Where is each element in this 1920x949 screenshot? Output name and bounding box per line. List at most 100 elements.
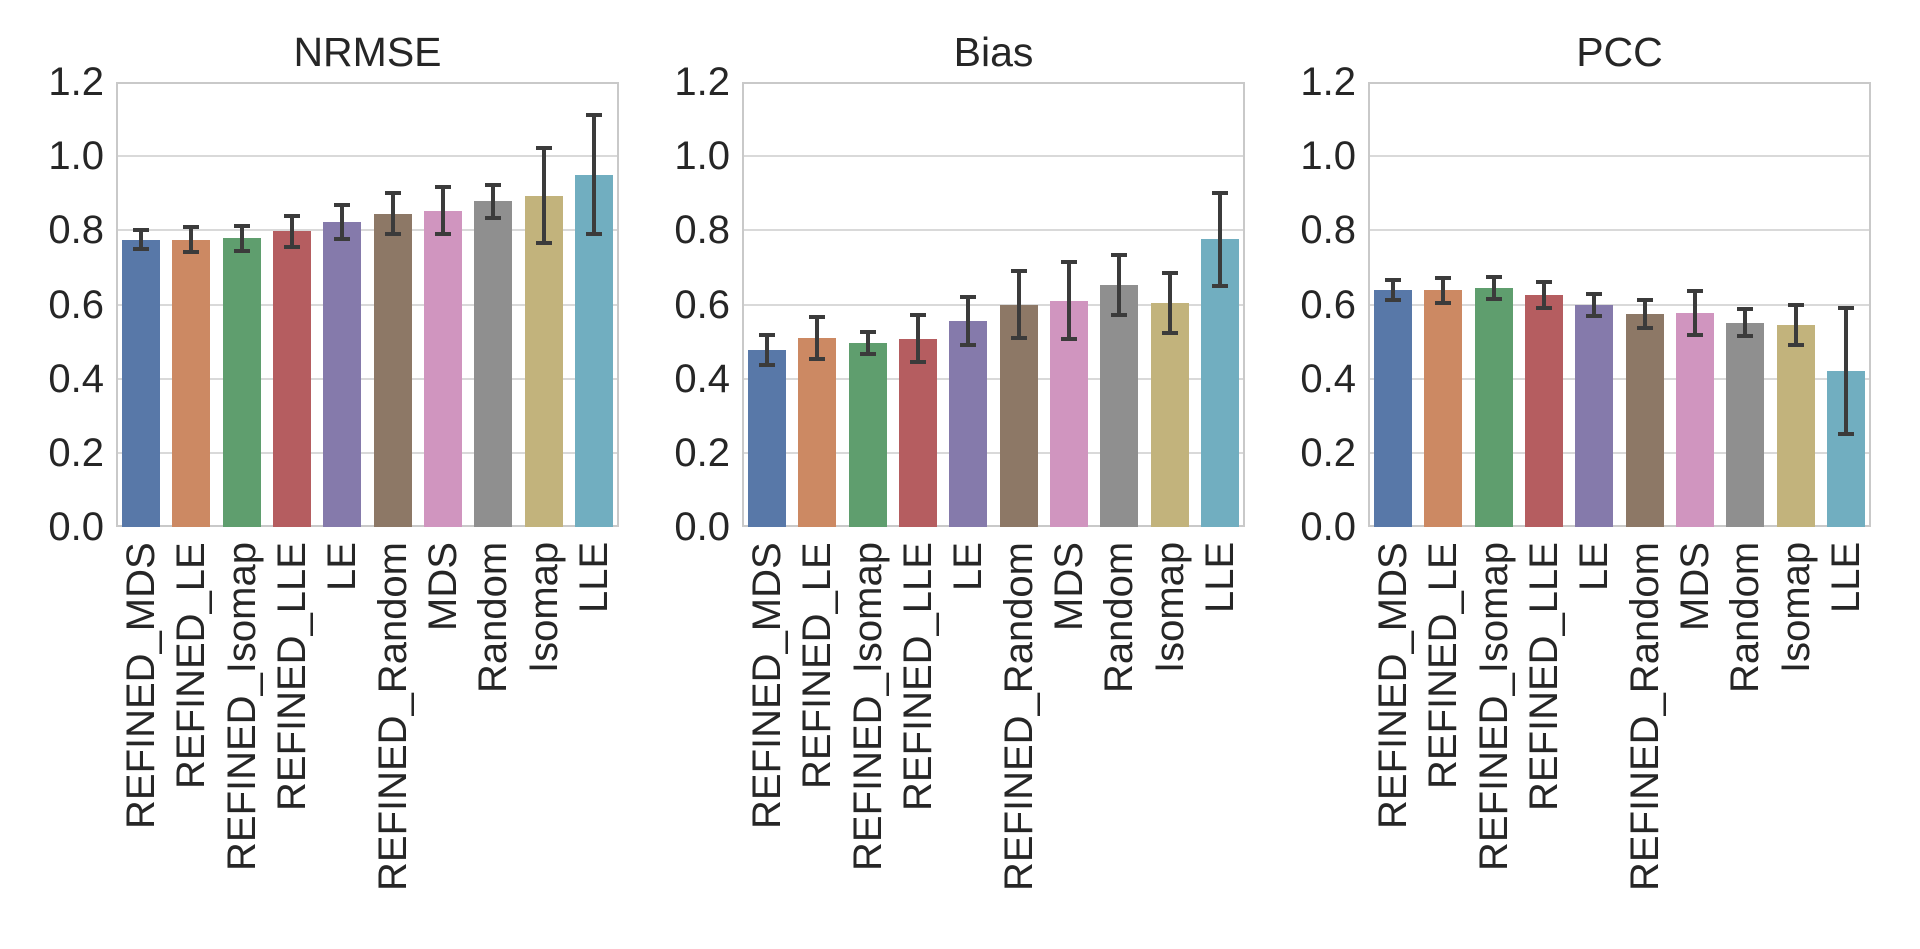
- bar-pcc-refined_mds: [1374, 289, 1413, 527]
- x-tick-label-pcc-mds: MDS: [1672, 542, 1717, 631]
- error-cap-top-pcc-refined_random: [1636, 298, 1653, 303]
- bar-bias-refined_random: [999, 304, 1038, 527]
- y-tick-label-pcc-0.6: 0.6: [1300, 282, 1356, 327]
- y-tick-label-bias-1.0: 1.0: [674, 134, 730, 179]
- x-tick-label-pcc-refined_mds: REFINED_MDS: [1371, 542, 1416, 829]
- y-tick-label-nrmse-0.0: 0.0: [48, 505, 104, 549]
- bar-pcc-isomap: [1776, 324, 1815, 527]
- bar-nrmse-refined_isomap: [222, 238, 261, 527]
- x-tick-label-bias-refined_isomap: REFINED_Isomap: [845, 542, 890, 871]
- bar-pcc-random: [1726, 322, 1765, 527]
- error-cap-top-pcc-mds: [1686, 288, 1703, 293]
- error-cap-bottom-pcc-refined_random: [1636, 326, 1653, 331]
- x-tick-label-nrmse-refined_mds: REFINED_MDS: [119, 542, 164, 829]
- gridline-nrmse-0.6: [118, 303, 617, 306]
- error-bar-pcc-refined_random: [1642, 300, 1647, 329]
- bar-nrmse-refined_le: [172, 239, 211, 527]
- bar-bias-random: [1100, 284, 1139, 527]
- x-tick-label-bias-refined_mds: REFINED_MDS: [745, 542, 790, 829]
- x-tick-label-bias-lle: LLE: [1197, 541, 1242, 613]
- x-tick-label-pcc-refined_le: REFINED_LE: [1421, 542, 1466, 789]
- error-cap-bottom-pcc-random: [1737, 334, 1754, 339]
- gridline-nrmse-0.8: [118, 229, 617, 232]
- gridline-pcc-0.2: [1370, 451, 1869, 454]
- error-cap-top-bias-isomap: [1161, 270, 1178, 275]
- bar-nrmse-refined_lle: [273, 231, 312, 527]
- y-tick-label-pcc-0.0: 0.0: [1300, 505, 1356, 549]
- x-tick-label-bias-le: LE: [946, 542, 991, 591]
- x-tick-label-nrmse-refined_le: REFINED_LE: [169, 542, 214, 789]
- bar-pcc-refined_random: [1625, 314, 1664, 527]
- y-tick-label-bias-0.0: 0.0: [674, 505, 730, 549]
- error-cap-bottom-bias-refined_le: [809, 356, 826, 361]
- x-tick-label-bias-isomap: Isomap: [1147, 541, 1192, 673]
- error-bar-bias-refined_isomap: [865, 331, 870, 354]
- error-cap-top-pcc-refined_isomap: [1485, 275, 1502, 280]
- error-bar-nrmse-random: [491, 185, 496, 218]
- y-tick-label-nrmse-0.4: 0.4: [48, 356, 104, 401]
- error-cap-bottom-pcc-le: [1586, 313, 1603, 318]
- x-tick-label-bias-refined_random: REFINED_Random: [996, 541, 1041, 891]
- x-tick-label-nrmse-lle: LLE: [571, 541, 616, 613]
- error-cap-bottom-nrmse-random: [485, 215, 502, 220]
- error-cap-bottom-pcc-lle: [1837, 432, 1854, 437]
- error-cap-top-nrmse-le: [334, 203, 351, 208]
- error-cap-top-bias-refined_random: [1010, 269, 1027, 274]
- error-cap-top-nrmse-refined_le: [183, 225, 200, 230]
- y-tick-label-pcc-0.2: 0.2: [1300, 430, 1356, 475]
- error-bar-pcc-random: [1743, 309, 1748, 336]
- gridline-bias-0.6: [744, 303, 1243, 306]
- bar-pcc-refined_lle: [1525, 295, 1564, 527]
- error-cap-top-bias-random: [1111, 253, 1128, 258]
- error-cap-bottom-pcc-refined_lle: [1536, 306, 1553, 311]
- x-tick-label-nrmse-isomap: Isomap: [521, 541, 566, 673]
- error-bar-pcc-le: [1592, 293, 1597, 316]
- panel-title-nrmse: NRMSE: [293, 29, 442, 75]
- error-cap-bottom-pcc-mds: [1686, 333, 1703, 338]
- gridline-nrmse-0.4: [118, 377, 617, 380]
- gridline-bias-0.8: [744, 229, 1243, 232]
- error-cap-top-nrmse-refined_random: [384, 190, 401, 195]
- error-bar-nrmse-lle: [591, 115, 596, 235]
- error-bar-bias-refined_lle: [916, 315, 921, 362]
- error-bar-bias-refined_le: [815, 317, 820, 359]
- x-tick-label-bias-refined_lle: REFINED_LLE: [896, 542, 941, 811]
- bar-nrmse-le: [323, 222, 362, 527]
- error-bar-pcc-refined_mds: [1391, 279, 1396, 300]
- x-tick-label-bias-refined_le: REFINED_LE: [795, 542, 840, 789]
- bar-nrmse-refined_mds: [122, 239, 161, 527]
- gridline-pcc-0.6: [1370, 303, 1869, 306]
- error-cap-bottom-pcc-isomap: [1787, 342, 1804, 347]
- y-tick-label-pcc-1.2: 1.2: [1300, 60, 1356, 104]
- error-cap-bottom-bias-refined_isomap: [859, 351, 876, 356]
- bar-bias-refined_le: [798, 337, 837, 527]
- error-cap-top-pcc-le: [1586, 291, 1603, 296]
- error-bar-nrmse-mds: [440, 187, 445, 235]
- error-bar-bias-le: [966, 297, 971, 346]
- y-tick-label-bias-0.4: 0.4: [674, 356, 730, 401]
- x-tick-label-pcc-refined_random: REFINED_Random: [1622, 541, 1667, 891]
- error-cap-top-bias-refined_lle: [910, 313, 927, 318]
- error-bar-bias-random: [1117, 255, 1122, 315]
- error-bar-bias-refined_random: [1016, 271, 1021, 338]
- bar-bias-le: [949, 321, 988, 527]
- x-tick-label-pcc-lle: LLE: [1823, 541, 1868, 613]
- y-tick-label-bias-1.2: 1.2: [674, 60, 730, 104]
- error-cap-bottom-nrmse-mds: [434, 232, 451, 237]
- error-cap-bottom-bias-refined_mds: [759, 362, 776, 367]
- bar-nrmse-mds: [423, 210, 462, 527]
- bar-bias-refined_lle: [899, 338, 938, 527]
- error-cap-bottom-nrmse-lle: [585, 232, 602, 237]
- y-tick-label-bias-0.2: 0.2: [674, 430, 730, 475]
- y-tick-label-nrmse-0.6: 0.6: [48, 282, 104, 327]
- error-cap-top-bias-lle: [1211, 190, 1228, 195]
- error-bar-pcc-refined_isomap: [1491, 277, 1496, 299]
- error-cap-bottom-pcc-refined_le: [1435, 301, 1452, 306]
- error-bar-nrmse-refined_mds: [139, 229, 144, 250]
- error-bar-bias-isomap: [1167, 272, 1172, 334]
- bar-pcc-le: [1575, 304, 1614, 527]
- bar-pcc-mds: [1675, 313, 1714, 527]
- x-tick-label-nrmse-mds: MDS: [420, 542, 465, 631]
- y-tick-label-bias-0.6: 0.6: [674, 282, 730, 327]
